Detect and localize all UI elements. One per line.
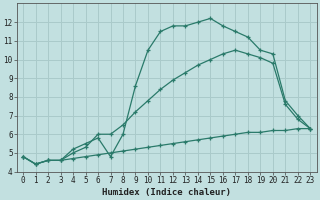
X-axis label: Humidex (Indice chaleur): Humidex (Indice chaleur) — [102, 188, 231, 197]
